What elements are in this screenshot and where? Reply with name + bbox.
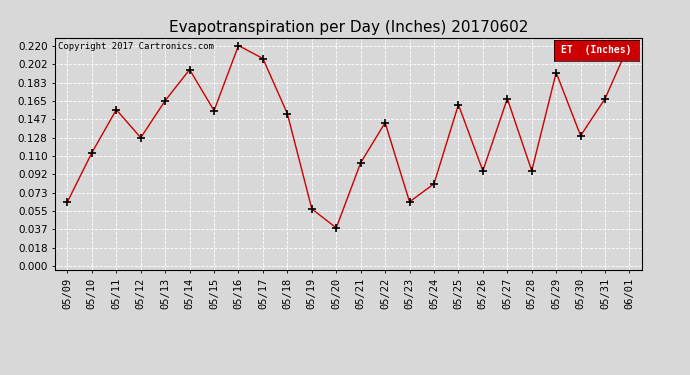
Text: Copyright 2017 Cartronics.com: Copyright 2017 Cartronics.com bbox=[58, 42, 214, 51]
Title: Evapotranspiration per Day (Inches) 20170602: Evapotranspiration per Day (Inches) 2017… bbox=[169, 20, 528, 35]
